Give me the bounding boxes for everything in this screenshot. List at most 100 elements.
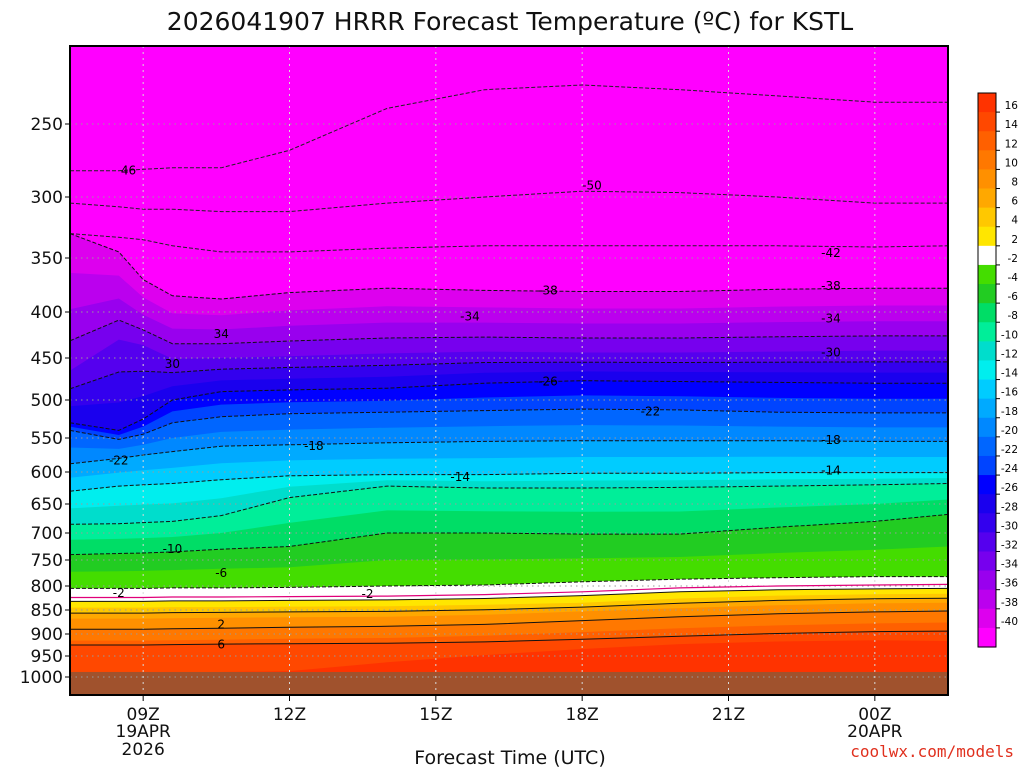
- colorbar-swatch-24: [978, 551, 996, 572]
- contour-label-18: -6: [215, 566, 227, 580]
- y-tick-550: 550: [31, 429, 63, 449]
- colorbar-label-9: -4: [1008, 272, 1019, 284]
- contour--40: [70, 233, 948, 300]
- x-tick-15Z: 15Z: [419, 705, 452, 725]
- colorbar-label-3: 10: [1005, 157, 1018, 169]
- colorbar-swatch-9: [978, 264, 996, 285]
- colorbar-swatch-4: [978, 169, 996, 190]
- x-tick-00Z: 00Z: [858, 705, 891, 725]
- colorbar-swatch-10: [978, 284, 996, 304]
- y-tick-350: 350: [31, 249, 63, 269]
- colorbar: 16 14 12 10 8 6 4 2 -2 -4 -6 -8 -10 -12 -14 -16 -18 -20 -2…: [977, 92, 1019, 648]
- colorbar-label-12: -10: [1001, 329, 1018, 341]
- chart-title: 2026041907 HRRR Forecast Temperature (ºC…: [167, 7, 853, 36]
- contour--34: [70, 319, 948, 345]
- x-tick-18Z: 18Z: [566, 705, 599, 725]
- colorbar-swatch-27: [978, 608, 996, 629]
- colorbar-label-13: -12: [1001, 348, 1018, 360]
- y-tick-1000: 1000: [20, 668, 63, 688]
- y-tick-500: 500: [31, 391, 63, 411]
- x-tick-09Z: 09Z: [127, 705, 160, 725]
- colorbar-swatch-11: [978, 303, 996, 323]
- contour-label-14: -22: [109, 453, 129, 467]
- colorbar-swatch-20: [978, 475, 996, 495]
- y-tick-250: 250: [31, 115, 63, 135]
- ground-fill: [70, 671, 948, 695]
- contour-label-7: 34: [214, 327, 229, 341]
- contour-upper-1: [70, 190, 948, 213]
- y-tick-600: 600: [31, 463, 63, 483]
- contour-label-20: -2: [362, 587, 374, 601]
- y-tick-450: 450: [31, 349, 63, 369]
- contour--22: [70, 408, 948, 440]
- contour-label-11: -22: [641, 404, 661, 418]
- colorbar-label-4: 8: [1011, 177, 1018, 189]
- colorbar-label-10: -6: [1008, 291, 1019, 303]
- y-tick-300: 300: [31, 188, 63, 208]
- contour-label-17: -10: [163, 542, 183, 556]
- contour-label-22: 6: [217, 638, 225, 652]
- colorbar-label-0: 16: [1005, 100, 1019, 112]
- y-tick-700: 700: [31, 524, 63, 544]
- contour--6: [70, 513, 948, 556]
- x-tick-21Z: 21Z: [712, 705, 745, 725]
- colorbar-label-20: -26: [1001, 482, 1018, 494]
- contour-label-16: -14: [821, 464, 841, 478]
- contour-label-5: -34: [460, 310, 480, 324]
- colorbar-swatch-15: [978, 379, 996, 400]
- colorbar-label-18: -22: [1001, 444, 1018, 456]
- contour-upper-0: [70, 84, 948, 172]
- colorbar-swatch-16: [978, 398, 996, 419]
- colorbar-label-7: 2: [1011, 234, 1018, 246]
- contour-label-1: -50: [582, 178, 602, 192]
- contour-label-4: -38: [821, 279, 841, 293]
- colorbar-label-17: -20: [1001, 425, 1018, 437]
- contour--26: [70, 380, 948, 431]
- y-axis: 250 300 350 400 450 500 550 600 650 700 750 800 850 9…: [20, 115, 70, 688]
- colorbar-label-25: -36: [1001, 578, 1018, 590]
- colorbar-swatch-28: [978, 627, 996, 648]
- y-tick-800: 800: [31, 577, 63, 597]
- contour-14: [70, 630, 948, 646]
- colorbar-swatch-13: [978, 341, 996, 362]
- contour--14: [70, 472, 948, 492]
- colorbar-swatch-5: [978, 188, 996, 209]
- contour-upper-2: [70, 233, 948, 253]
- colorbar-swatch-21: [978, 494, 996, 514]
- gridlines: [70, 46, 948, 695]
- contour-10: [70, 610, 948, 630]
- colorbar-label-5: 6: [1011, 196, 1018, 208]
- colorbar-label-23: -32: [1001, 539, 1018, 551]
- y-tick-750: 750: [31, 551, 63, 571]
- contour-6: [70, 597, 948, 614]
- contour-label-8: -30: [821, 345, 841, 359]
- colorbar-label-24: -34: [1001, 559, 1018, 571]
- colorbar-label-22: -30: [1001, 520, 1018, 532]
- contour-label-13: -18: [821, 433, 841, 447]
- colorbar-swatch-0: [978, 93, 996, 113]
- colorbar-swatch-25: [978, 570, 996, 591]
- contour-2: [70, 587, 948, 602]
- x-tick-12Z: 12Z: [273, 705, 306, 725]
- colorbar-label-1: 14: [1005, 119, 1019, 131]
- contour-label-2: -42: [821, 246, 841, 260]
- colorbar-swatch-22: [978, 513, 996, 533]
- x-tick-year-09Z: 2026: [122, 740, 165, 760]
- colorbar-swatch-18: [978, 436, 996, 457]
- colorbar-swatch-2: [978, 131, 996, 151]
- contour--10: [70, 483, 948, 525]
- contour-label-10: -26: [538, 375, 558, 389]
- contour-label-6: -34: [821, 311, 841, 325]
- contour-label-3: -38: [538, 283, 558, 297]
- colorbar-swatch-3: [978, 150, 996, 171]
- colorbar-swatch-1: [978, 112, 996, 132]
- y-tick-950: 950: [31, 647, 63, 667]
- colorbar-label-19: -24: [1001, 463, 1018, 475]
- colorbar-swatch-14: [978, 360, 996, 381]
- colorbar-swatch-6: [978, 207, 996, 228]
- colorbar-label-6: 4: [1011, 215, 1018, 227]
- colorbar-label-15: -16: [1001, 387, 1018, 399]
